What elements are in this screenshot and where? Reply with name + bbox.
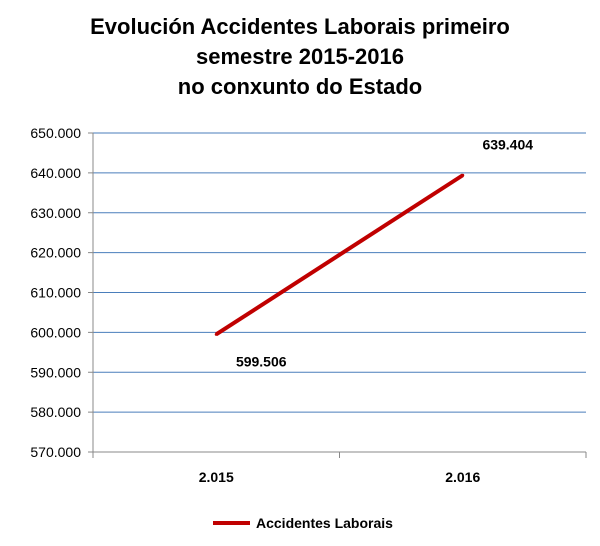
x-tick-label: 2.015	[199, 469, 234, 485]
chart-title-line: semestre 2015-2016	[196, 44, 404, 69]
series-line	[215, 173, 464, 337]
y-tick-label: 630.000	[30, 205, 81, 221]
data-point	[214, 332, 218, 336]
data-label: 639.404	[482, 136, 533, 152]
y-tick-label: 600.000	[30, 324, 81, 340]
y-tick-label: 640.000	[30, 165, 81, 181]
chart-title: Evolución Accidentes Laborais primeiro s…	[0, 12, 600, 102]
x-tick-label: 2.016	[445, 469, 480, 485]
y-tick-label: 650.000	[30, 125, 81, 141]
data-point	[461, 173, 465, 177]
y-tick-label: 570.000	[30, 444, 81, 460]
y-tick-label: 590.000	[30, 364, 81, 380]
y-tick-label: 620.000	[30, 245, 81, 261]
chart-title-line: Evolución Accidentes Laborais primeiro	[90, 14, 510, 39]
legend-label: Accidentes Laborais	[256, 515, 393, 531]
chart-title-line: no conxunto do Estado	[177, 74, 423, 99]
data-label: 599.506	[236, 353, 287, 369]
y-tick-label: 580.000	[30, 404, 81, 420]
y-tick-label: 610.000	[30, 285, 81, 301]
